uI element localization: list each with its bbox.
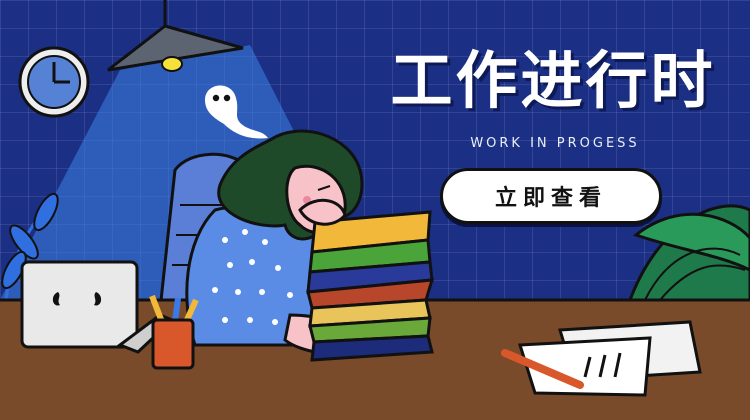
papers-icon — [501, 320, 702, 397]
pencil-cup-icon — [149, 294, 199, 370]
lamp-icon — [107, 0, 244, 72]
book-stack — [306, 210, 435, 362]
view-now-button[interactable]: 立即查看 — [440, 168, 662, 224]
page-subtitle: WORK IN PROGESS — [470, 136, 640, 151]
clock-icon — [18, 46, 90, 118]
page-title: 工作进行时 — [390, 44, 716, 117]
ghost-icon — [205, 85, 268, 139]
plant-left-icon — [1, 192, 59, 301]
